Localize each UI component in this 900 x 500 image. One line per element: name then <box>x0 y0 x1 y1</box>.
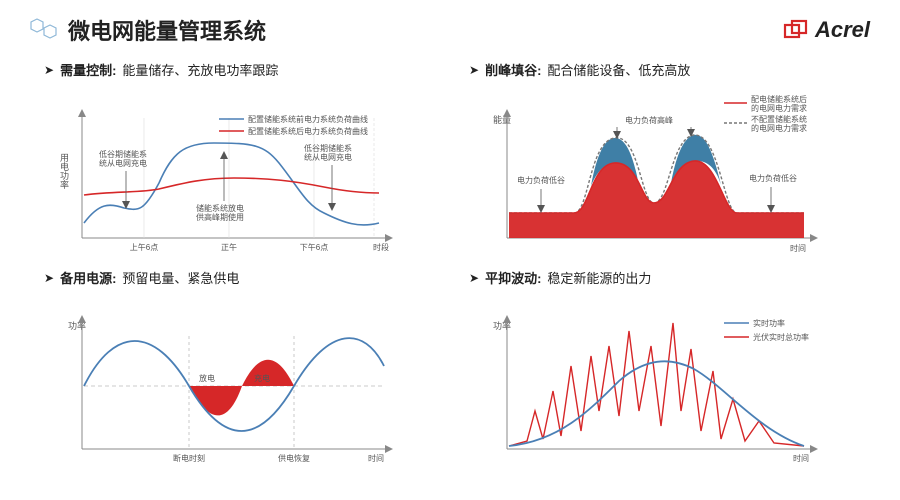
xtick: 上午6点 <box>130 242 158 252</box>
logo: Acrel <box>783 17 870 43</box>
legend-item: 实时功率 <box>753 318 785 328</box>
cell-heading: ➤ 备用电源: 预留电量、紧急供电 <box>44 268 441 287</box>
annotation: 电力负荷高峰 <box>625 115 673 125</box>
heading-lead: 需量控制: <box>60 60 116 79</box>
heading-desc: 稳定新能源的出力 <box>547 268 651 287</box>
bullet-icon: ➤ <box>44 63 54 77</box>
heading-lead: 备用电源: <box>60 268 116 287</box>
cell-heading: ➤ 需量控制: 能量储存、充放电功率跟踪 <box>44 60 441 79</box>
chart-backup: 功率 断电时刻 供电恢复 时间 放电 充电 <box>44 291 424 466</box>
annotation: 储能系统放电供高峰期使用 <box>196 203 244 222</box>
annotation: 电力负荷低谷 <box>517 175 565 185</box>
xtick: 下午6点 <box>300 242 328 252</box>
title-wrap: 微电网能量管理系统 <box>30 14 266 46</box>
xtick: 供电恢复 <box>278 453 310 463</box>
fill-valley <box>509 161 804 238</box>
bullet-icon: ➤ <box>469 63 479 77</box>
series-realtime <box>509 361 804 446</box>
header: 微电网能量管理系统 Acrel <box>0 0 900 54</box>
logo-text: Acrel <box>815 17 870 43</box>
series-power <box>84 338 384 431</box>
hex-decoration <box>30 17 58 43</box>
annotation: 电力负荷低谷 <box>749 173 797 183</box>
series-after <box>84 178 379 195</box>
heading-lead: 平抑波动: <box>485 268 541 287</box>
x-axis-label: 时间 <box>368 453 384 463</box>
bullet-icon: ➤ <box>44 271 54 285</box>
logo-icon <box>783 19 809 41</box>
cell-smoothing: ➤ 平抑波动: 稳定新能源的出力 功率 时间 实时功率 光伏实时总功率 <box>469 268 866 466</box>
heading-desc: 能量储存、充放电功率跟踪 <box>122 60 278 79</box>
cell-backup: ➤ 备用电源: 预留电量、紧急供电 功率 断电时刻 供电恢复 时间 放电 充电 <box>44 268 441 466</box>
annotation: 低谷期储能系统从电网充电 <box>99 149 147 168</box>
legend-item: 配置储能系统后电力系统负荷曲线 <box>248 126 368 136</box>
annotation: 低谷期储能系统从电网充电 <box>304 143 352 162</box>
annotation: 充电 <box>254 373 270 383</box>
x-axis-label: 时段 <box>373 242 389 252</box>
x-axis-label: 时间 <box>793 453 809 463</box>
xtick: 断电时刻 <box>173 453 205 463</box>
legend-item: 光伏实时总功率 <box>753 332 809 342</box>
heading-desc: 配合储能设备、低充高放 <box>547 60 690 79</box>
cell-demand-control: ➤ 需量控制: 能量储存、充放电功率跟踪 用电功率 上午6点 正午 下午6点 时… <box>44 60 441 258</box>
xtick: 正午 <box>221 242 237 252</box>
cell-heading: ➤ 平抑波动: 稳定新能源的出力 <box>469 268 866 287</box>
chart-smoothing: 功率 时间 实时功率 光伏实时总功率 <box>469 291 849 466</box>
cell-peak-shaving: ➤ 削峰填谷: 配合储能设备、低充高放 能量 时间 配电储能系统后的电网电力需求… <box>469 60 866 258</box>
legend-item: 配电储能系统后的电网电力需求 <box>751 94 807 113</box>
x-axis-label: 时间 <box>790 243 806 253</box>
page-title: 微电网能量管理系统 <box>68 14 266 46</box>
legend-item: 配置储能系统前电力系统负荷曲线 <box>248 114 368 124</box>
chart-grid: ➤ 需量控制: 能量储存、充放电功率跟踪 用电功率 上午6点 正午 下午6点 时… <box>0 54 900 476</box>
y-axis-label: 用电功率 <box>59 153 69 190</box>
heading-lead: 削峰填谷: <box>485 60 541 79</box>
cell-heading: ➤ 削峰填谷: 配合储能设备、低充高放 <box>469 60 866 79</box>
chart-demand: 用电功率 上午6点 正午 下午6点 时段 配置储能系统前电力系统负荷曲线 配置储… <box>44 83 424 258</box>
legend-item: 不配置储能系统的电网电力需求 <box>751 114 807 133</box>
fill-discharge <box>189 386 242 415</box>
heading-desc: 预留电量、紧急供电 <box>122 268 239 287</box>
chart-peak: 能量 时间 配电储能系统后的电网电力需求 不配置储能系统的电网电力需求 电力负荷… <box>469 83 849 258</box>
annotation: 放电 <box>199 373 215 383</box>
bullet-icon: ➤ <box>469 271 479 285</box>
